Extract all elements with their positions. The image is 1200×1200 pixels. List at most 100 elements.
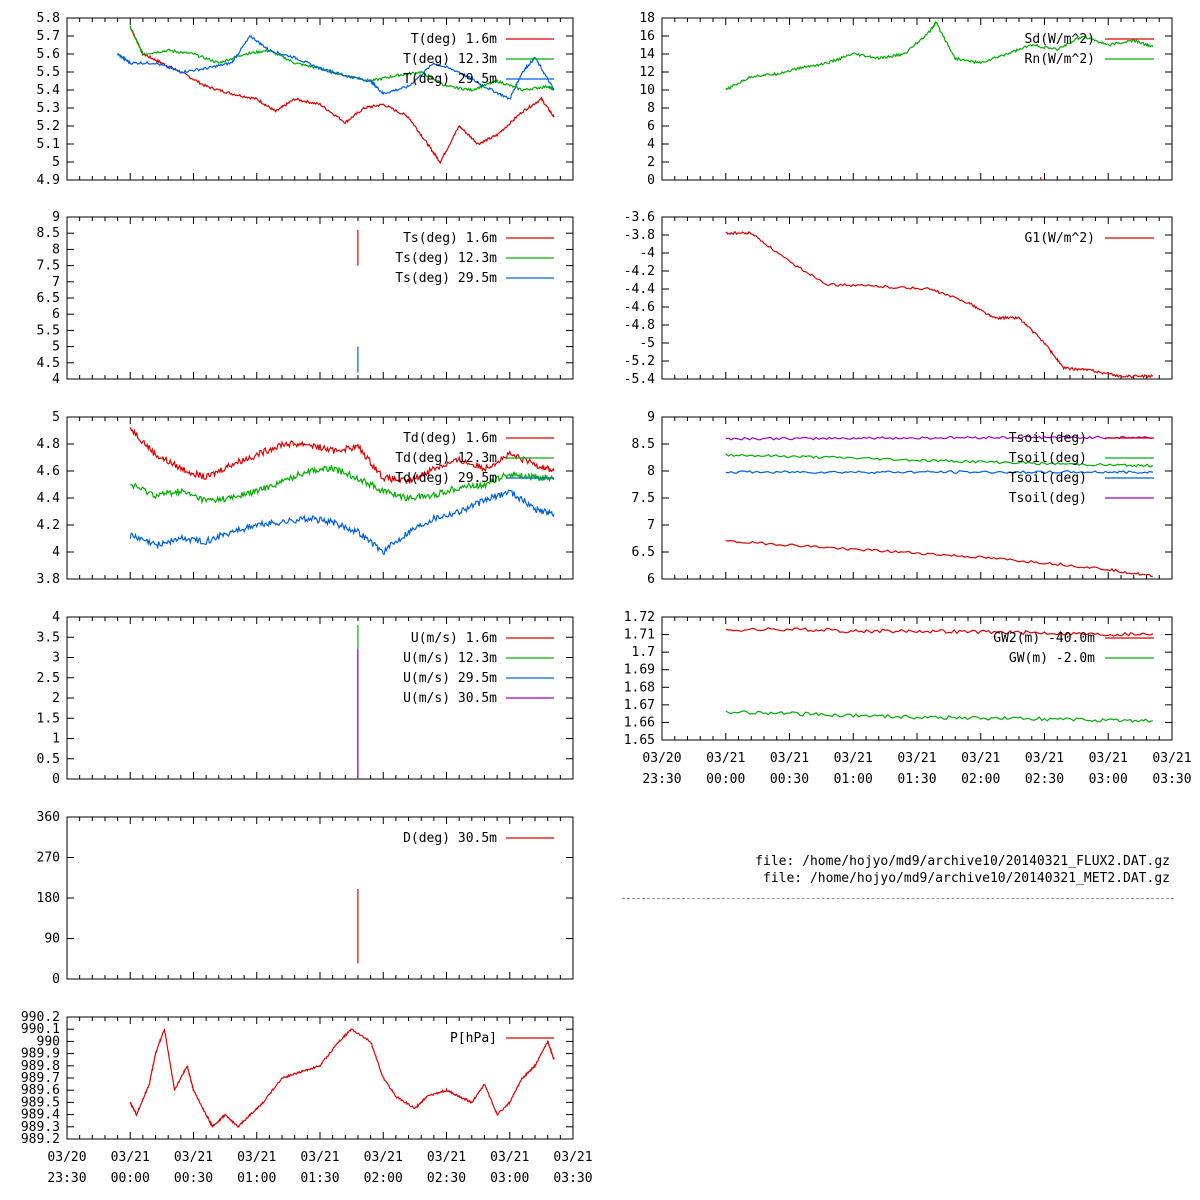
y-tick-label: 16	[639, 29, 655, 44]
series-line	[129, 26, 555, 165]
y-tick-label: 989.4	[21, 1108, 60, 1123]
plot-frame	[661, 616, 1173, 741]
legend-label: Tsoil(deg)	[1009, 471, 1087, 486]
x-tick-label-date: 03/20	[642, 751, 681, 766]
x-tick-label-time: 23:30	[47, 1171, 86, 1186]
y-tick-label: 5.2	[37, 119, 60, 134]
y-tick-label: 5.8	[37, 11, 60, 26]
series-line	[725, 539, 1153, 578]
x-tick-label-date: 03/21	[1152, 751, 1191, 766]
legend-label: Sd(W/m^2)	[1025, 32, 1095, 47]
y-tick-label: -5.4	[624, 372, 655, 387]
y-tick-label: 7	[52, 275, 60, 290]
legend-label: U(m/s) 12.3m	[403, 651, 497, 666]
y-tick-label: 2	[647, 155, 655, 170]
y-tick-label: -4.8	[624, 318, 655, 333]
y-tick-label: 1.72	[624, 610, 655, 625]
y-tick-label: 1	[52, 732, 60, 747]
y-tick-label: 0.5	[37, 752, 60, 767]
y-tick-label: 990.2	[21, 1010, 60, 1025]
legend-label: G1(W/m^2)	[1025, 231, 1095, 246]
y-tick-label: 4.6	[37, 464, 60, 479]
y-tick-label: 8.5	[37, 226, 60, 241]
x-tick-label-date: 03/21	[174, 1150, 213, 1165]
y-tick-label: 989.5	[21, 1095, 60, 1110]
series-line	[725, 627, 1154, 637]
chart-panel: 3.8 4 4.2 4.4 4.6 4.8 5 Td(deg) 1.6m Td(deg) 12.…	[37, 410, 574, 587]
y-tick-label: 90	[44, 932, 60, 947]
legend-label: T(deg) 12.3m	[403, 52, 497, 67]
y-tick-label: 360	[37, 810, 60, 825]
legend-label: GW(m) -2.0m	[1009, 651, 1095, 666]
series-line	[725, 435, 1154, 441]
x-tick-label-date: 03/21	[834, 751, 873, 766]
y-tick-label: 1.65	[624, 733, 655, 748]
y-tick-label: 5.5	[37, 323, 60, 338]
x-tick-label-date: 03/21	[111, 1150, 150, 1165]
plot-frame	[661, 416, 1173, 580]
y-tick-label: 3	[52, 651, 60, 666]
y-tick-label: 989.3	[21, 1120, 60, 1135]
chart-panel: 989.2989.3989.4989.5989.6989.7989.8989.9…	[21, 1010, 593, 1186]
y-tick-label: 2.5	[37, 671, 60, 686]
y-tick-label: 6	[647, 572, 655, 587]
y-tick-label: -5	[639, 336, 655, 351]
y-tick-label: 6.5	[37, 291, 60, 306]
x-tick-label-time: 01:30	[897, 772, 936, 787]
x-tick-label-time: 03:00	[490, 1171, 529, 1186]
y-tick-label: 1.7	[632, 645, 655, 660]
y-tick-label: 1.67	[624, 698, 655, 713]
y-tick-label: 4	[52, 372, 60, 387]
y-tick-label: 5.5	[37, 65, 60, 80]
y-tick-label: 5.3	[37, 101, 60, 116]
plot-frame	[661, 17, 1173, 181]
file-info: file: /home/hojyo/md9/archive10/20140321…	[755, 853, 1170, 887]
y-tick-label: 5.7	[37, 29, 60, 44]
y-tick-label: 4	[647, 137, 655, 152]
series-line	[129, 1028, 555, 1128]
y-tick-label: 3.5	[37, 630, 60, 645]
series-line	[725, 710, 1154, 724]
y-tick-label: -4.4	[624, 282, 655, 297]
y-tick-label: 18	[639, 11, 655, 26]
legend-label: Tsoil(deg)	[1009, 451, 1087, 466]
legend-label: U(m/s) 30.5m	[403, 691, 497, 706]
x-tick-label-date: 03/21	[897, 751, 936, 766]
x-tick-label-date: 03/20	[47, 1150, 86, 1165]
x-tick-label-date: 03/21	[1089, 751, 1128, 766]
y-tick-label: -4.6	[624, 300, 655, 315]
y-tick-label: 4.5	[37, 356, 60, 371]
series-line	[130, 465, 555, 505]
y-tick-label: 12	[639, 65, 655, 80]
legend-label: Ts(deg) 1.6m	[403, 231, 497, 246]
flux-file-path: file: /home/hojyo/md9/archive10/20140321…	[755, 854, 1170, 869]
x-tick-label-time: 00:00	[706, 772, 745, 787]
x-tick-label-date: 03/21	[961, 751, 1000, 766]
legend-label: D(deg) 30.5m	[403, 831, 497, 846]
y-tick-label: -4.2	[624, 264, 655, 279]
x-tick-label-time: 03:30	[1152, 772, 1191, 787]
legend-label: Td(deg) 29.5m	[395, 471, 497, 486]
x-tick-label-time: 01:30	[300, 1171, 339, 1186]
x-tick-label-time: 00:30	[174, 1171, 213, 1186]
series-line	[725, 231, 1154, 379]
plot-frame	[661, 216, 1173, 380]
plot-frame	[66, 616, 574, 780]
x-tick-label-date: 03/21	[770, 751, 809, 766]
y-tick-label: 990.1	[21, 1022, 60, 1037]
x-tick-label-time: 02:30	[1025, 772, 1064, 787]
y-tick-label: -5.2	[624, 354, 655, 369]
legend-label: Tsoil(deg)	[1009, 491, 1087, 506]
y-tick-label: 7	[647, 518, 655, 533]
y-tick-label: 8	[52, 242, 60, 257]
met-file-path: file: /home/hojyo/md9/archive10/20140321…	[763, 871, 1170, 886]
legend-label: Tsoil(deg)	[1009, 431, 1087, 446]
x-tick-label-date: 03/21	[427, 1150, 466, 1165]
chart-panel: 0 2 4 6 8 10 12 14 16 18 Sd(W/m^2) Rn(W/m^2)	[639, 11, 1173, 188]
legend-label: Td(deg) 12.3m	[395, 451, 497, 466]
y-tick-label: 2	[52, 691, 60, 706]
x-tick-label-time: 01:00	[237, 1171, 276, 1186]
y-tick-label: 990	[37, 1034, 60, 1049]
y-tick-label: 1.5	[37, 711, 60, 726]
y-tick-label: 1.68	[624, 680, 655, 695]
